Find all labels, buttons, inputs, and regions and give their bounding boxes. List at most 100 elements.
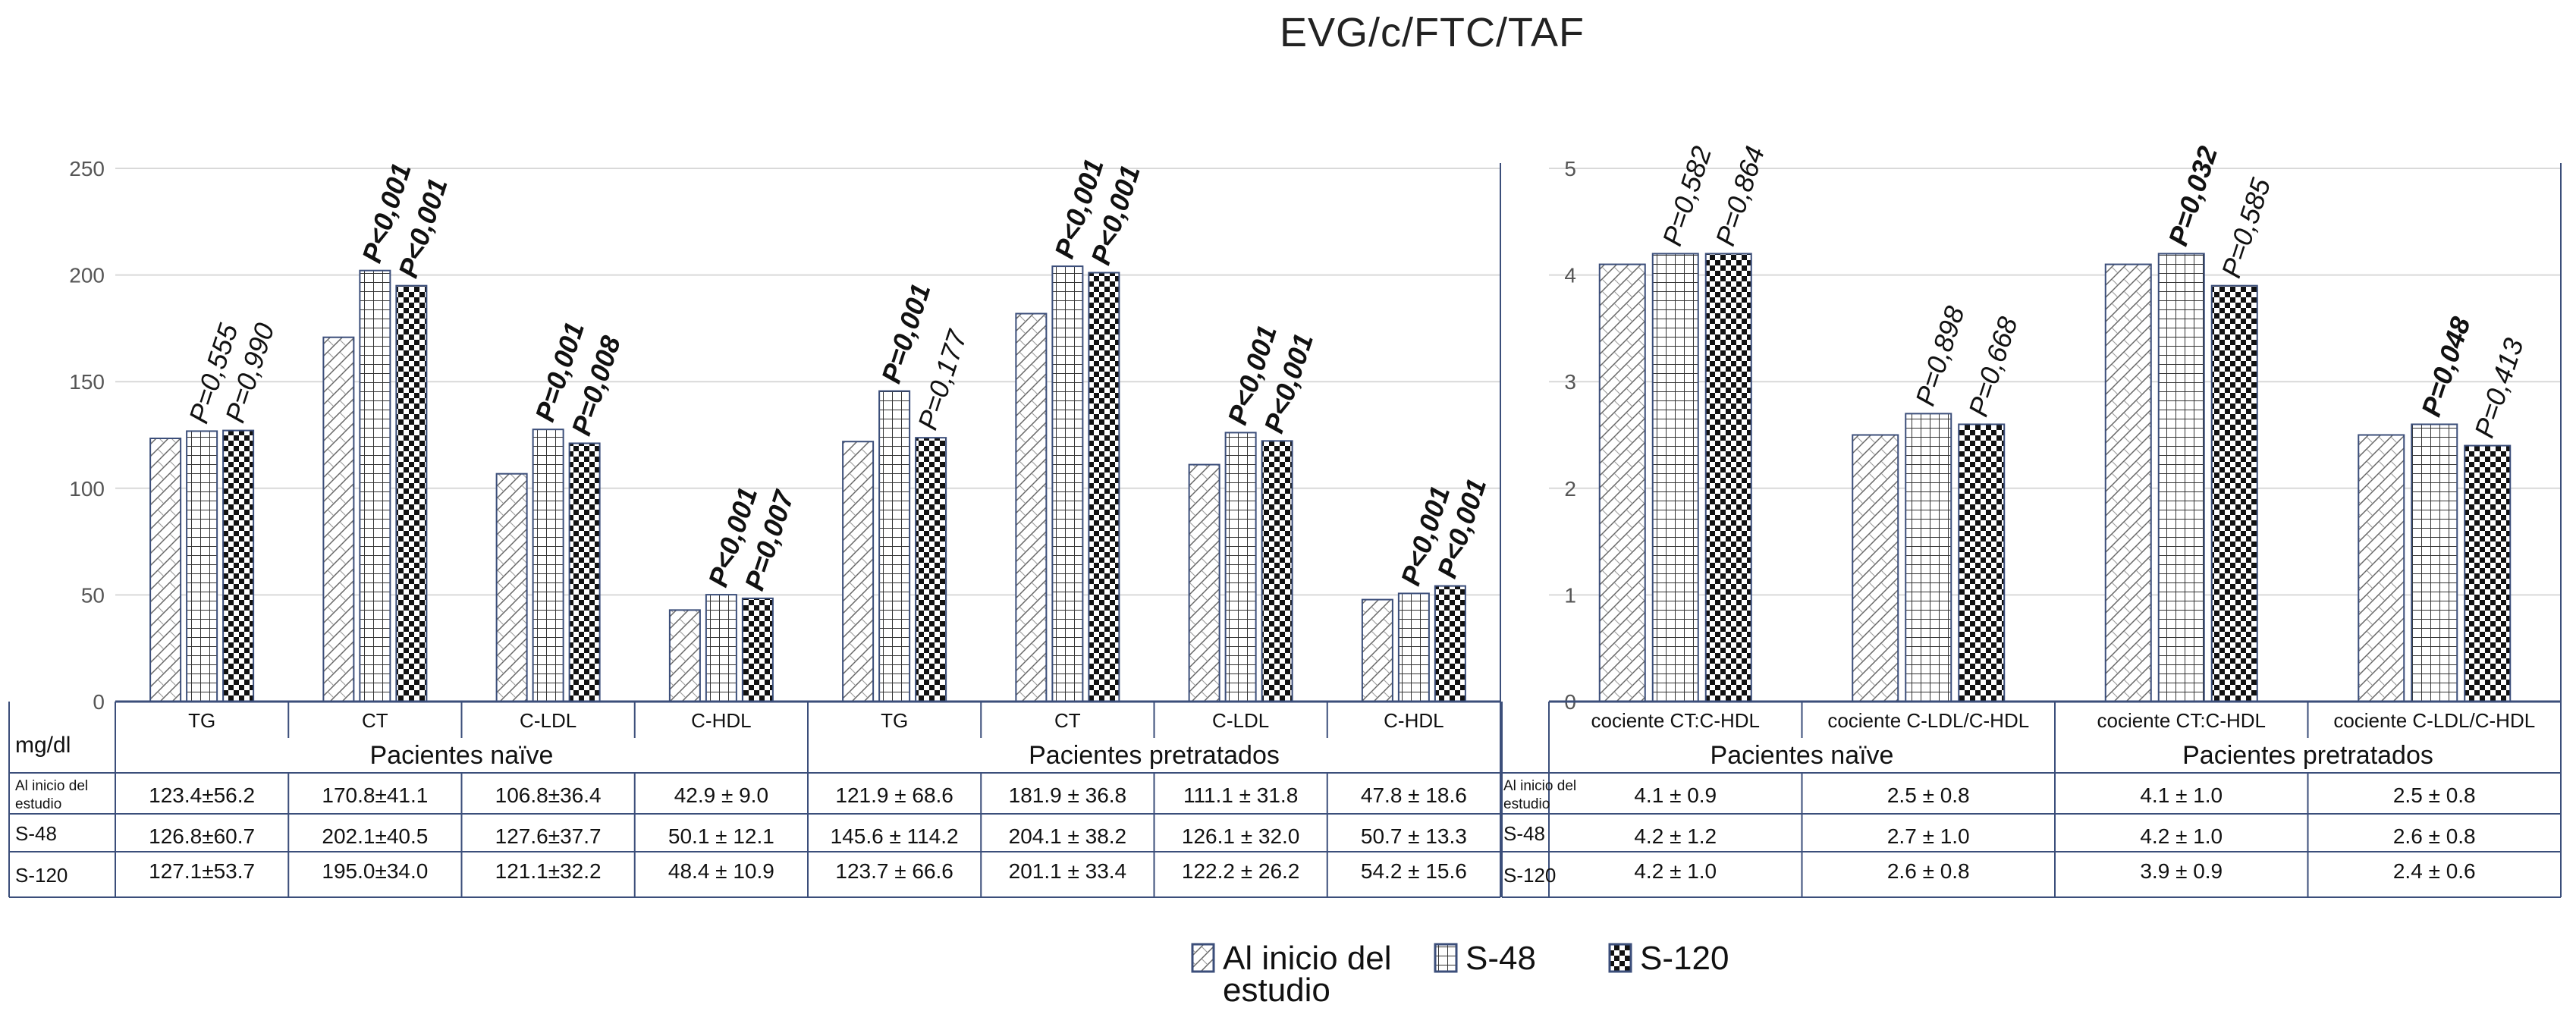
category-label: CT [1054,709,1081,732]
y-tick-label: 200 [69,264,105,287]
row-label: S-48 [1503,822,1545,845]
legend-swatch [1434,943,1458,973]
bar [2411,423,2458,702]
bar [149,437,182,702]
table-cell: 4.1 ± 0.9 [1634,783,1717,807]
group-label: Pacientes pretratados [2182,741,2433,770]
category-label: C-LDL [520,709,576,732]
bar [1598,263,1646,703]
table-cell: 2.5 ± 0.8 [2393,783,2476,807]
p-value-label: P=0,585 [2215,174,2276,281]
y-tick-label: 50 [81,583,105,607]
p-value-label: P=0,032 [2162,143,2223,250]
bar [705,594,737,702]
table-cell: 42.9 ± 9.0 [674,783,768,807]
table-cell: 202.1±40.5 [322,824,428,848]
table-cell: 204.1 ± 38.2 [1009,824,1127,848]
category-label: C-LDL [1212,709,1269,732]
bar [1651,253,1699,703]
table-cell: 201.1 ± 33.4 [1009,859,1127,883]
y-tick-label: 250 [69,157,105,181]
y-tick-label: 1 [1564,583,1576,607]
p-value-label: P=0,177 [912,325,973,434]
p-value-label: P=0,898 [1909,303,1971,410]
bar [1188,463,1220,702]
bar [1051,265,1084,702]
bar [1704,253,1752,703]
bar [532,429,564,702]
table-cell: 2.5 ± 0.8 [1887,783,1970,807]
legend-label: Al inicio del [1223,940,1392,977]
table-cell: 123.4±56.2 [149,783,255,807]
bar [2157,253,2205,703]
table-cell: 3.9 ± 0.9 [2140,859,2223,883]
bar [2358,434,2405,702]
unit-label: mg/dl [15,733,71,758]
table-cell: 145.6 ± 114.2 [831,824,959,848]
row-label: Al inicio del [1503,778,1576,794]
bar [322,336,355,702]
row-label: estudio [1503,796,1550,812]
bar [741,597,774,702]
y-tick-label: 2 [1564,477,1576,501]
bar [1958,423,2006,702]
p-value-label: P=0,864 [1709,143,1770,250]
table-cell: 121.9 ± 68.6 [835,783,953,807]
bar [668,609,701,702]
bar [1905,413,1952,702]
bar [568,442,601,702]
y-tick-label: 4 [1564,264,1576,287]
table-cell: 106.8±36.4 [495,783,602,807]
table-cell: 126.1 ± 32.0 [1182,824,1300,848]
table-cell: 48.4 ± 10.9 [668,859,774,883]
chart-title: EVG/c/FTC/TAF [1280,10,1585,55]
bar [2464,444,2512,702]
bar [2210,284,2258,703]
bar [1224,432,1257,702]
category-label: TG [188,709,215,732]
category-label: TG [881,709,908,732]
group-label: Pacientes pretratados [1029,741,1280,770]
group-label: Pacientes naïve [1711,741,1894,770]
bar [1434,585,1466,702]
bar [1397,592,1430,702]
table-cell: 126.8±60.7 [149,824,255,848]
table-cell: 181.9 ± 36.8 [1009,783,1127,807]
group-label: Pacientes naïve [370,741,554,770]
bar [222,429,255,702]
table-cell: 111.1 ± 31.8 [1183,783,1298,807]
row-label: S-120 [1503,864,1556,887]
table-cell: 2.4 ± 0.6 [2393,859,2476,883]
table-cell: 121.1±32.2 [495,859,602,883]
table-cell: 4.2 ± 1.0 [1634,859,1717,883]
category-label: cociente C-LDL/C-HDL [2333,709,2535,732]
table-cell: 4.2 ± 1.2 [1634,824,1717,848]
legend-label: S-120 [1640,940,1729,977]
table-cell: 2.6 ± 0.8 [2393,824,2476,848]
bar [359,269,391,702]
category-label: cociente C-LDL/C-HDL [1827,709,2029,732]
bar [395,284,428,703]
legend-label: estudio [1223,972,1330,1009]
bar [186,430,218,703]
category-label: cociente CT:C-HDL [2097,709,2266,732]
bar [878,390,911,702]
table-cell: 54.2 ± 15.6 [1361,859,1467,883]
bar [1852,434,1899,702]
table-cell: 127.6±37.7 [495,824,602,848]
legend-swatch [1608,943,1632,973]
category-label: cociente CT:C-HDL [1591,709,1760,732]
row-label: Al inicio del [15,778,88,794]
table-cell: 50.7 ± 13.3 [1361,824,1467,848]
category-label: C-HDL [691,709,751,732]
category-label: CT [362,709,388,732]
table-cell: 127.1±53.7 [149,859,255,883]
bar [842,441,875,703]
row-label: S-120 [15,864,68,887]
y-tick-label: 3 [1564,370,1576,394]
table-cell: 2.6 ± 0.8 [1887,859,1970,883]
p-value-label: P=0,582 [1656,143,1717,250]
legend-swatch [1191,943,1215,973]
p-value-label: P=0,001 [875,280,937,387]
